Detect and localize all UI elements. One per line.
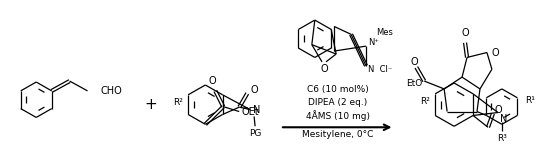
Text: N  Cl⁻: N Cl⁻ (368, 65, 392, 74)
Text: +: + (144, 97, 157, 112)
Text: CHO: CHO (101, 86, 122, 96)
Text: EtO: EtO (406, 79, 422, 89)
Text: N⁺: N⁺ (368, 38, 379, 47)
Text: Mes: Mes (376, 28, 393, 37)
Text: O: O (492, 48, 499, 57)
Text: O: O (251, 85, 258, 95)
Text: C6 (10 mol%): C6 (10 mol%) (307, 85, 368, 94)
Text: O: O (208, 76, 216, 86)
Text: O: O (495, 104, 503, 115)
Text: O: O (410, 57, 418, 67)
Text: DIPEA (2 eq.): DIPEA (2 eq.) (308, 98, 367, 107)
Text: Mesitylene, 0°C: Mesitylene, 0°C (302, 130, 373, 139)
Text: N: N (253, 104, 260, 115)
Text: N: N (500, 114, 507, 124)
Text: PG: PG (249, 129, 262, 138)
Text: O: O (461, 28, 469, 38)
Text: R¹: R¹ (525, 96, 535, 105)
Text: R²: R² (420, 97, 430, 106)
Text: O: O (320, 64, 328, 74)
Text: R³: R³ (497, 134, 507, 143)
Text: R²: R² (173, 98, 183, 107)
Text: 4ÅMS (10 mg): 4ÅMS (10 mg) (306, 110, 370, 121)
Text: OEt: OEt (241, 107, 259, 117)
